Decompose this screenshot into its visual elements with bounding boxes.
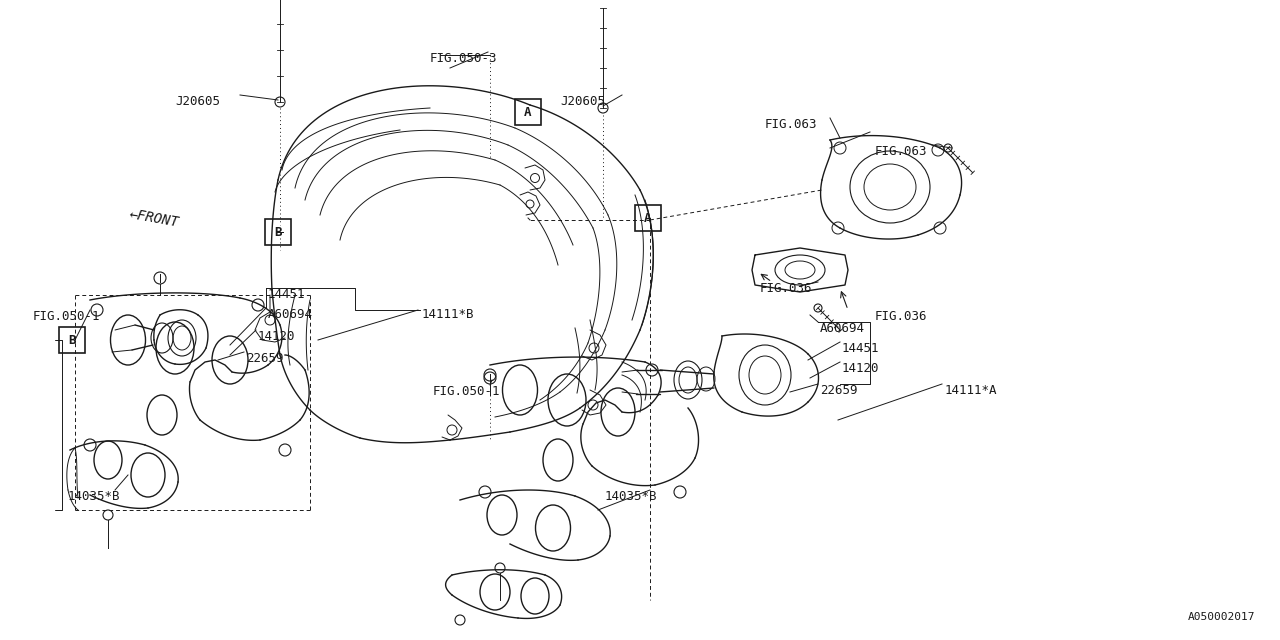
Bar: [515, 99, 541, 125]
Text: 14120: 14120: [259, 330, 296, 343]
Text: A60694: A60694: [820, 322, 865, 335]
Text: B: B: [274, 225, 282, 239]
Text: J20605: J20605: [561, 95, 605, 108]
Text: A050002017: A050002017: [1188, 612, 1254, 622]
Text: 14111*B: 14111*B: [422, 308, 475, 321]
Text: 14035*B: 14035*B: [68, 490, 120, 503]
Bar: [635, 205, 660, 231]
Text: J20605: J20605: [175, 95, 220, 108]
Bar: [59, 327, 84, 353]
Text: A: A: [525, 106, 531, 118]
Text: FIG.063: FIG.063: [876, 145, 928, 158]
Text: 14111*A: 14111*A: [945, 384, 997, 397]
Text: 14451: 14451: [268, 288, 306, 301]
Text: FIG.050-3: FIG.050-3: [430, 52, 498, 65]
Bar: [265, 219, 291, 245]
Text: FIG.050-1: FIG.050-1: [433, 385, 500, 398]
Text: 14035*B: 14035*B: [605, 490, 658, 503]
Text: 22659: 22659: [246, 352, 283, 365]
Text: 22659: 22659: [820, 384, 858, 397]
Text: 14451: 14451: [842, 342, 879, 355]
Text: FIG.063: FIG.063: [765, 118, 818, 131]
Text: A60694: A60694: [268, 308, 314, 321]
Text: FIG.036: FIG.036: [876, 310, 928, 323]
Text: FIG.050-1: FIG.050-1: [33, 310, 101, 323]
Text: ←FRONT: ←FRONT: [128, 207, 180, 229]
Text: A: A: [644, 211, 652, 225]
Text: B: B: [68, 333, 76, 346]
Text: 14120: 14120: [842, 362, 879, 375]
Text: FIG.036: FIG.036: [760, 282, 813, 295]
